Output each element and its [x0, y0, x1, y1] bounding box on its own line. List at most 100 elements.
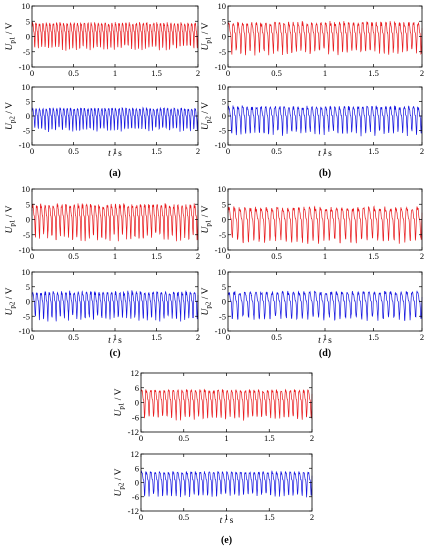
- x-tick-label: 1: [113, 146, 117, 156]
- y-axis-label: Up1 / V: [201, 22, 213, 50]
- y-tick-label: 0: [222, 215, 226, 225]
- series-line: [227, 105, 423, 137]
- y-tick-label: -10: [215, 140, 226, 150]
- series-line: [140, 470, 313, 498]
- y-tick-label: 6: [135, 383, 139, 393]
- x-tick-label: 1.5: [151, 146, 162, 156]
- y-tick-label: -6: [132, 492, 139, 502]
- x-tick-label: 1.5: [151, 332, 162, 342]
- panel-caption: (b): [319, 168, 331, 179]
- x-tick-label: 2: [420, 332, 424, 342]
- x-axis-label: t / s: [318, 336, 332, 346]
- x-tick-label: 1: [113, 68, 117, 78]
- x-tick-label: 0: [30, 251, 34, 261]
- x-tick-label: 0.5: [178, 512, 189, 522]
- series-line: [227, 205, 423, 244]
- x-tick-label: 0.5: [271, 332, 282, 342]
- x-tick-label: 1: [224, 433, 228, 443]
- y-tick-label: 10: [218, 184, 227, 194]
- y-tick-label: -10: [19, 245, 30, 255]
- x-axis-label: t / s: [220, 516, 234, 526]
- x-tick-label: 1: [323, 68, 327, 78]
- x-tick-label: 1: [113, 251, 117, 261]
- series-line: [31, 203, 199, 242]
- y-tick-label: -5: [219, 126, 226, 136]
- y-tick-label: -10: [19, 140, 30, 150]
- y-tick-label: 5: [222, 199, 226, 209]
- y-tick-label: -10: [215, 245, 226, 255]
- x-tick-label: 2: [310, 433, 314, 443]
- y-tick-label: 0: [135, 478, 139, 488]
- y-tick-label: 10: [218, 1, 227, 11]
- x-tick-label: 0: [226, 146, 230, 156]
- series-line: [31, 106, 199, 133]
- y-tick-label: -5: [23, 126, 30, 136]
- series-line: [227, 21, 423, 56]
- x-tick-label: 2: [420, 146, 424, 156]
- x-tick-label: 1.5: [368, 332, 379, 342]
- x-tick-label: 0: [226, 251, 230, 261]
- x-tick-label: 0.5: [271, 68, 282, 78]
- panel-caption: (c): [109, 348, 120, 359]
- x-tick-label: 0: [139, 433, 143, 443]
- x-tick-label: 0.5: [68, 146, 79, 156]
- y-tick-label: -5: [219, 311, 226, 321]
- y-tick-label: 0: [26, 297, 30, 307]
- x-tick-label: 0.5: [68, 332, 79, 342]
- y-tick-label: -10: [215, 62, 226, 72]
- x-tick-label: 1.5: [151, 251, 162, 261]
- x-tick-label: 0: [139, 512, 143, 522]
- y-tick-label: -6: [132, 412, 139, 422]
- panel-caption: (a): [109, 168, 121, 179]
- x-tick-label: 1.5: [368, 251, 379, 261]
- y-axis-label: Up2 / V: [201, 287, 213, 315]
- y-axis-label: Up1 / V: [5, 205, 17, 233]
- x-axis-label: t / s: [108, 149, 122, 159]
- x-tick-label: 0.5: [68, 251, 79, 261]
- y-tick-label: -5: [23, 230, 30, 240]
- x-tick-label: 0: [30, 146, 34, 156]
- x-tick-label: 0.5: [68, 68, 79, 78]
- y-tick-label: -5: [219, 47, 226, 57]
- y-tick-label: 0: [222, 111, 226, 121]
- y-tick-label: 5: [26, 282, 30, 292]
- x-tick-label: 1.5: [264, 433, 275, 443]
- y-axis-label: Up1 / V: [201, 205, 213, 233]
- x-tick-label: 0: [30, 332, 34, 342]
- panel-caption: (e): [221, 535, 232, 546]
- y-tick-label: 5: [26, 97, 30, 107]
- series-line: [31, 290, 199, 322]
- y-tick-label: 5: [222, 16, 226, 26]
- series-line: [140, 388, 313, 421]
- x-tick-label: 2: [420, 68, 424, 78]
- series-line: [31, 21, 199, 51]
- y-tick-label: 5: [26, 16, 30, 26]
- x-axis-label: t / s: [108, 336, 122, 346]
- y-tick-label: 10: [218, 267, 227, 277]
- y-tick-label: 0: [222, 297, 226, 307]
- x-tick-label: 2: [196, 251, 200, 261]
- y-tick-label: -12: [128, 427, 139, 437]
- x-tick-label: 0: [226, 332, 230, 342]
- y-tick-label: -10: [19, 62, 30, 72]
- x-axis-label: t / s: [318, 149, 332, 159]
- y-tick-label: 5: [222, 97, 226, 107]
- x-tick-label: 1: [113, 332, 117, 342]
- x-tick-label: 1: [323, 146, 327, 156]
- y-axis-label: Up2 / V: [5, 287, 17, 315]
- x-tick-label: 0: [226, 68, 230, 78]
- y-axis-label: Up2 / V: [201, 102, 213, 130]
- y-tick-label: -5: [23, 311, 30, 321]
